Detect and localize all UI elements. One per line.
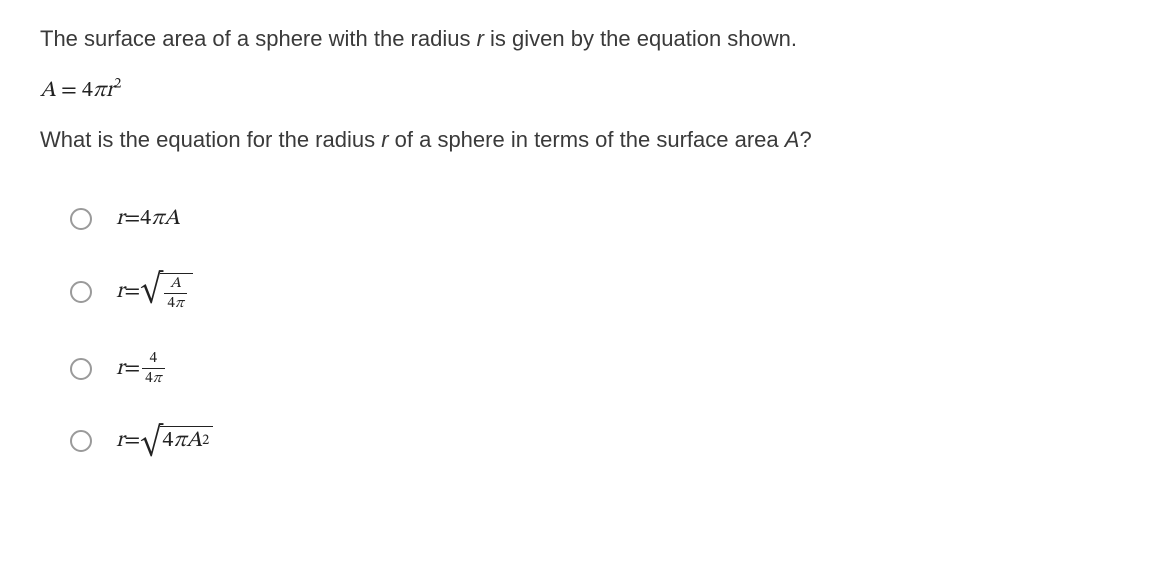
denominator: 4π [164,296,186,311]
question-container: The surface area of a sphere with the ra… [0,0,1163,455]
option-2-math: r = √ A 4π [116,273,193,311]
variable-r: r [381,127,388,152]
answer-options: r = 4πA r = √ A 4π [70,205,1123,455]
fraction-bar [142,368,164,369]
variable-a: A [186,427,202,455]
question-line-1: The surface area of a sphere with the ra… [40,22,1123,55]
equals-sign: = [124,427,140,455]
radical-icon: √ [140,275,162,313]
equals-sign: = [124,278,140,306]
coefficient: 4 [167,296,174,311]
option-1[interactable]: r = 4πA [70,205,1123,233]
radical-icon: √ [140,428,162,457]
radicand: 4πA2 [160,426,213,455]
variable-r: r [477,26,484,51]
equals-sign: = [56,80,82,102]
question-line-2: What is the equation for the radius r of… [40,127,1123,153]
sqrt-expression: √ A 4π [140,273,193,311]
radicand: A 4π [160,273,192,311]
option-3-math: r = 4 4π [116,351,167,386]
exponent: 2 [114,78,121,92]
coefficient: 4 [145,371,152,386]
coefficient: 4 [140,205,151,233]
fraction-bar [164,293,186,294]
fraction: A 4π [164,276,186,311]
numerator: 4 [147,351,160,366]
denominator: 4π [142,371,164,386]
pi-symbol: π [153,371,162,386]
radio-icon[interactable] [70,208,92,230]
radio-icon[interactable] [70,358,92,380]
variable-r: r [106,80,114,102]
variable-a: A [164,205,180,233]
option-2[interactable]: r = √ A 4π [70,273,1123,311]
variable-a: A [785,127,800,152]
option-4[interactable]: r = √ 4πA2 [70,426,1123,455]
fraction: 4 4π [142,351,164,386]
given-equation: A = 4πr2 [40,77,1123,105]
text-fragment: The surface area of a sphere with the ra… [40,26,477,51]
pi-symbol: π [175,296,184,311]
text-fragment: What is the equation for the radius [40,127,381,152]
option-4-math: r = √ 4πA2 [116,426,213,455]
sqrt-expression: √ 4πA2 [140,426,213,455]
equals-sign: = [124,355,140,383]
radio-icon[interactable] [70,430,92,452]
coefficient: 4 [162,427,173,455]
pi-symbol: π [93,80,106,102]
numerator: A [167,276,184,291]
text-fragment: ? [799,127,811,152]
lhs: r [116,205,124,233]
pi-symbol: π [173,427,186,455]
radio-icon[interactable] [70,281,92,303]
lhs: r [116,278,124,306]
option-3[interactable]: r = 4 4π [70,351,1123,386]
text-fragment: is given by the equation shown. [484,26,797,51]
text-fragment: of a sphere in terms of the surface area [389,127,785,152]
lhs: r [116,427,124,455]
lhs: r [116,355,124,383]
coefficient: 4 [82,80,93,102]
option-1-math: r = 4πA [116,205,180,233]
equation-lhs: A [40,80,56,102]
pi-symbol: π [151,205,164,233]
equals-sign: = [124,205,140,233]
